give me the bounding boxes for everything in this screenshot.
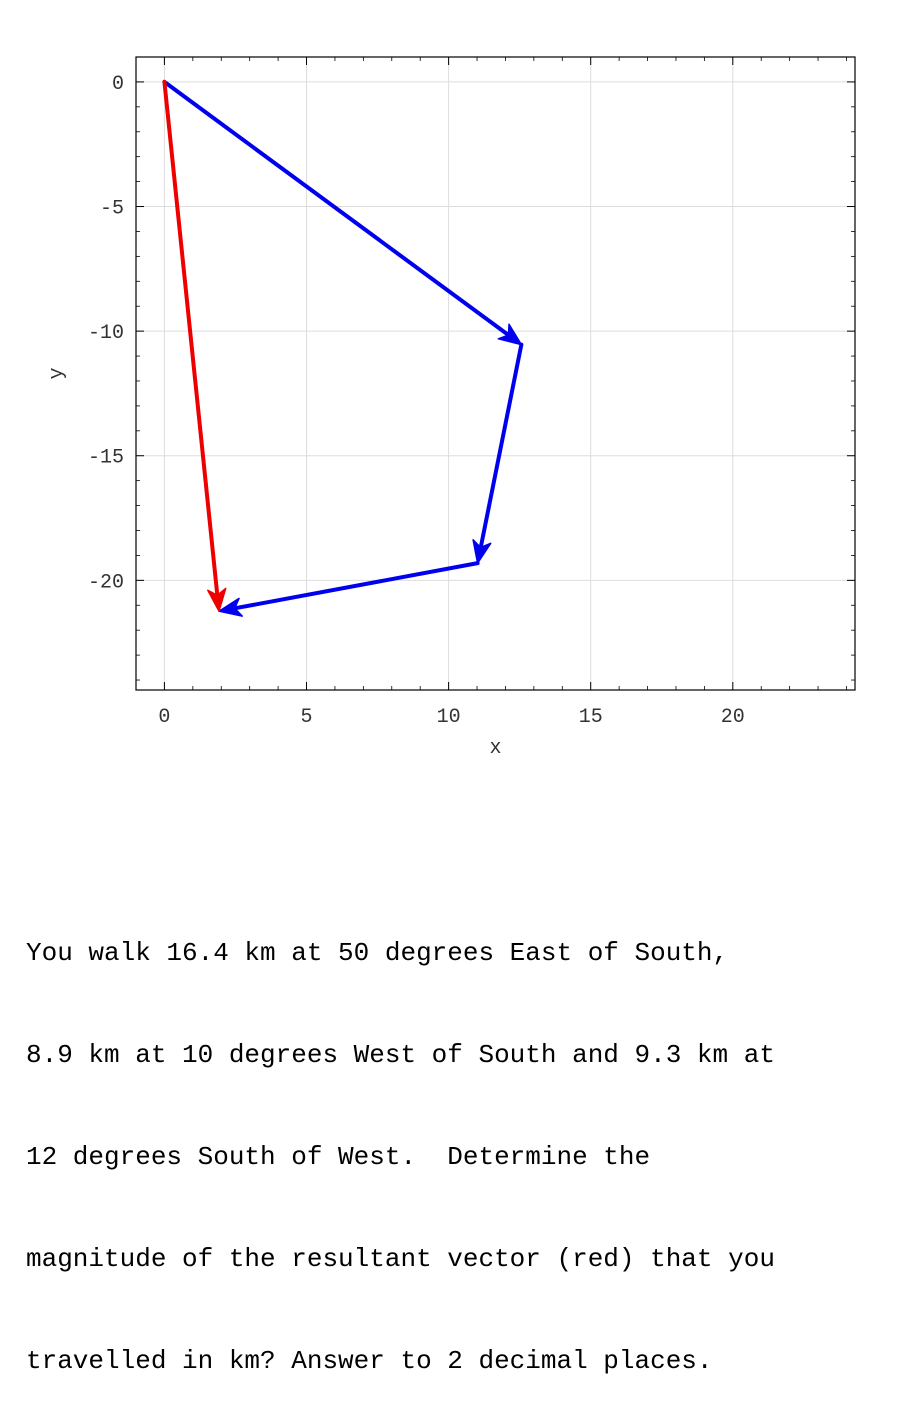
x-axis-ticks: 0 5 10 15 20 [158, 57, 745, 729]
vectors [162, 79, 524, 617]
y-tick-label: -10 [88, 322, 124, 345]
x-tick-label: 15 [579, 706, 603, 729]
resultant-vector-shaft [162, 79, 220, 596]
displacement-vector-3 [218, 561, 480, 617]
x-tick-label: 20 [721, 706, 745, 729]
y-tick-label: -20 [88, 571, 124, 594]
displacement-vector-2-shaft [479, 342, 524, 548]
x-tick-label: 5 [301, 706, 313, 729]
question-text: You walk 16.4 km at 50 degrees East of S… [26, 868, 886, 1412]
y-axis-title: y [46, 367, 69, 379]
question-line-5: travelled in km? Answer to 2 decimal pla… [26, 1346, 713, 1376]
x-tick-label: 0 [158, 706, 170, 729]
displacement-vector-1-shaft [162, 79, 509, 336]
vector-plot: 0 5 10 15 20 0 -5 -10 -15 -20 x y [46, 56, 856, 760]
displacement-vector-1-head [497, 323, 523, 346]
question-line-3: 12 degrees South of West. Determine the [26, 1142, 651, 1172]
displacement-vector-2-head [472, 539, 492, 564]
resultant-vector-head [207, 587, 227, 612]
grid [136, 57, 855, 690]
question-line-1: You walk 16.4 km at 50 degrees East of S… [26, 938, 729, 968]
y-tick-label: 0 [112, 73, 124, 96]
resultant-vector [162, 79, 227, 612]
x-tick-label: 10 [437, 706, 461, 729]
y-tick-label: -5 [100, 198, 124, 221]
y-axis-ticks: 0 -5 -10 -15 -20 [88, 73, 855, 594]
displacement-vector-3-shaft [234, 561, 480, 610]
y-tick-label: -15 [88, 447, 124, 470]
x-axis-title: x [489, 737, 501, 760]
plot-frame [135, 56, 856, 691]
question-line-2: 8.9 km at 10 degrees West of South and 9… [26, 1040, 775, 1070]
displacement-vector-3-head [218, 597, 244, 617]
minor-ticks [135, 56, 855, 690]
question-line-4: magnitude of the resultant vector (red) … [26, 1244, 775, 1274]
displacement-vector-1 [162, 79, 523, 346]
displacement-vector-2 [472, 342, 524, 564]
